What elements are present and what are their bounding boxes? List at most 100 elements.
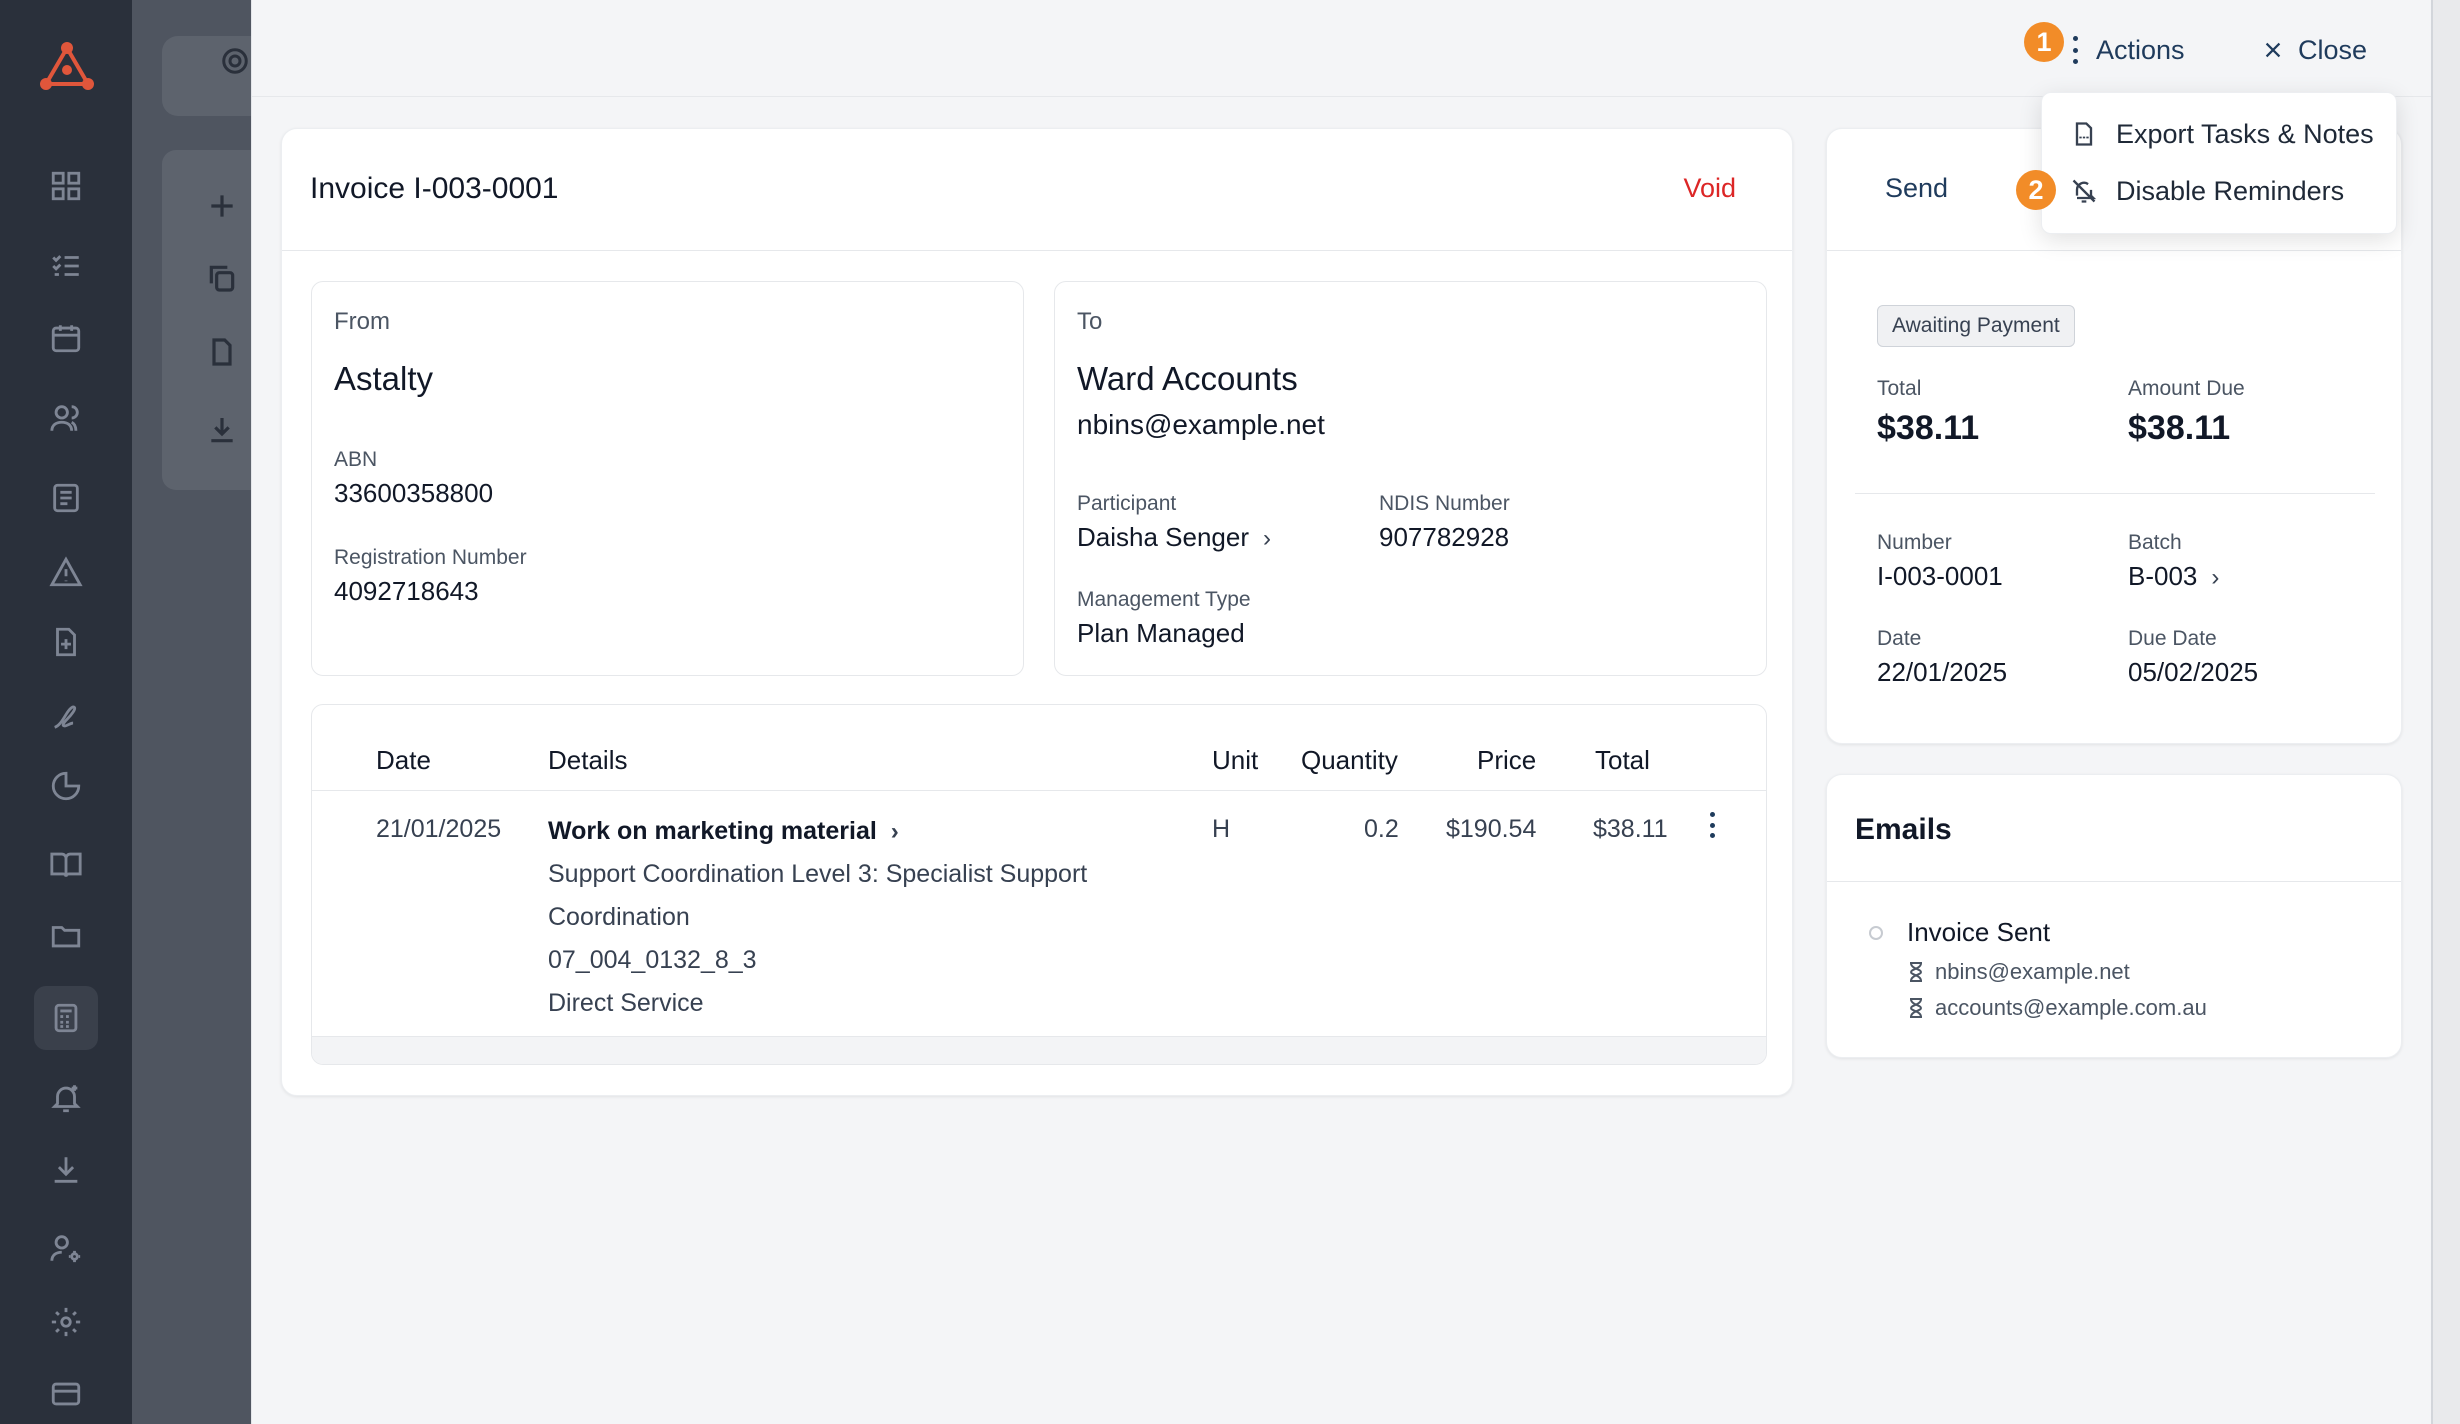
registration-label: Registration Number: [334, 546, 527, 569]
batch-link[interactable]: B-003 ›: [2128, 561, 2219, 592]
row-description-line1: Support Coordination Level 3: Specialist…: [548, 860, 1088, 888]
col-details-header: Details: [548, 745, 628, 775]
user-settings-icon[interactable]: [46, 1228, 86, 1268]
summary-divider: [1855, 493, 2375, 494]
row-support-code: 07_004_0132_8_3: [548, 946, 757, 974]
dashboard-icon[interactable]: [46, 166, 86, 206]
emails-title: Emails: [1855, 813, 1952, 846]
signature-icon[interactable]: [46, 696, 86, 736]
row-title-link[interactable]: Work on marketing material ›: [548, 817, 899, 846]
col-total-header: Total: [1595, 745, 1650, 775]
total-label: Total: [1877, 377, 1922, 400]
due-date-label: Due Date: [2128, 627, 2217, 650]
row-total: $38.11: [1593, 815, 1668, 843]
timeline-dot-icon: [1869, 926, 1883, 940]
close-label: Close: [2298, 34, 2368, 65]
download-icon[interactable]: [46, 1150, 86, 1190]
number-value: I-003-0001: [1877, 561, 2003, 591]
chevron-right-icon: ›: [1263, 525, 1271, 552]
invoice-drawer: 1 Actions Close Invoice I-003-0001 Void …: [251, 0, 2432, 1424]
invoices-calculator-icon[interactable]: [34, 986, 98, 1050]
people-icon[interactable]: [46, 398, 86, 438]
recipient-email: nbins@example.net: [1935, 959, 2130, 984]
notes-icon[interactable]: [46, 478, 86, 518]
batch-label: Batch: [2128, 531, 2182, 554]
close-button[interactable]: Close: [2262, 30, 2367, 70]
batch-value: B-003: [2128, 561, 2198, 591]
row-menu-icon[interactable]: [1707, 812, 1717, 838]
from-name: Astalty: [334, 360, 434, 397]
actions-dropdown-menu: Export Tasks & Notes Disable Reminders: [2041, 92, 2397, 234]
close-icon: [2265, 42, 2281, 58]
download-tray-icon: [202, 410, 242, 450]
from-label: From: [334, 308, 390, 335]
row-date: 21/01/2025: [376, 815, 502, 843]
credit-card-icon[interactable]: [46, 1374, 86, 1414]
bell-off-icon: [2072, 179, 2097, 203]
hourglass-icon: [1909, 962, 1923, 982]
background-panel: [132, 0, 282, 1424]
settings-gear-icon[interactable]: [46, 1302, 86, 1342]
more-vertical-icon: [2070, 36, 2080, 64]
date-label: Date: [1877, 627, 1922, 650]
export-tasks-notes-item[interactable]: Export Tasks & Notes: [2070, 114, 2374, 154]
header-divider: [252, 96, 2432, 97]
bell-plus-icon[interactable]: [46, 1078, 86, 1118]
invoice-title: Invoice I-003-0001: [310, 172, 559, 205]
actions-label: Actions: [2096, 34, 2185, 65]
row-price: $190.54: [1446, 815, 1537, 843]
step-badge-2: 2: [2016, 170, 2056, 210]
row-service-type: Direct Service: [548, 989, 704, 1017]
file-add-icon[interactable]: [46, 622, 86, 662]
due-date-value: 05/02/2025: [2128, 657, 2259, 687]
number-label: Number: [1877, 531, 1952, 554]
row-quantity: 0.2: [1364, 815, 1399, 843]
line-items-table: Date Details Unit Quantity Price Total 2…: [311, 704, 1767, 1065]
disable-reminders-label: Disable Reminders: [2116, 175, 2345, 206]
to-label: To: [1077, 308, 1103, 335]
invoice-header-divider: [282, 250, 1792, 251]
col-date-header: Date: [376, 745, 431, 775]
actions-button[interactable]: Actions: [2070, 30, 2185, 70]
disable-reminders-item[interactable]: Disable Reminders: [2070, 171, 2344, 211]
copy-icon: [202, 258, 242, 298]
recipient-email: accounts@example.com.au: [1935, 995, 2207, 1020]
ndis-label: NDIS Number: [1379, 492, 1510, 515]
management-label: Management Type: [1077, 588, 1251, 611]
export-tasks-notes-label: Export Tasks & Notes: [2116, 118, 2374, 149]
col-unit-header: Unit: [1212, 745, 1259, 775]
ndis-value: 907782928: [1379, 522, 1510, 552]
support-icon: [222, 48, 248, 74]
calendar-icon[interactable]: [46, 318, 86, 358]
abn-value: 33600358800: [334, 478, 494, 508]
participant-name: Daisha Senger: [1077, 522, 1249, 552]
participant-link[interactable]: Daisha Senger ›: [1077, 522, 1271, 553]
from-card: From Astalty ABN 33600358800 Registratio…: [311, 281, 1024, 676]
email-recipient: nbins@example.net: [1907, 959, 2130, 985]
emails-card: Emails Invoice Sent nbins@example.net ac…: [1826, 774, 2402, 1058]
date-value: 22/01/2025: [1877, 657, 2008, 687]
abn-label: ABN: [334, 448, 378, 471]
email-recipient: accounts@example.com.au: [1907, 995, 2207, 1021]
to-card: To Ward Accounts nbins@example.net Parti…: [1054, 281, 1767, 676]
book-icon[interactable]: [46, 844, 86, 884]
total-value: $38.11: [1877, 409, 1980, 447]
row-description-line2: Coordination: [548, 903, 690, 931]
window-edge: [2431, 0, 2460, 1424]
email-event-title: Invoice Sent: [1907, 917, 2051, 947]
table-header-divider: [312, 790, 1766, 791]
send-button[interactable]: Send: [1885, 173, 1949, 203]
row-unit: H: [1212, 815, 1231, 843]
app-logo-icon[interactable]: [36, 38, 98, 94]
amount-due-value: $38.11: [2128, 409, 2231, 447]
step-badge-1: 1: [2024, 22, 2064, 62]
void-button[interactable]: Void: [1683, 173, 1736, 203]
warning-icon[interactable]: [46, 552, 86, 592]
pie-chart-icon[interactable]: [46, 766, 86, 806]
hourglass-icon: [1909, 998, 1923, 1018]
plus-icon: [202, 186, 242, 226]
participant-label: Participant: [1077, 492, 1177, 515]
chevron-right-icon: ›: [2211, 564, 2220, 591]
tasks-list-icon[interactable]: [46, 246, 86, 286]
folder-icon[interactable]: [46, 916, 86, 956]
